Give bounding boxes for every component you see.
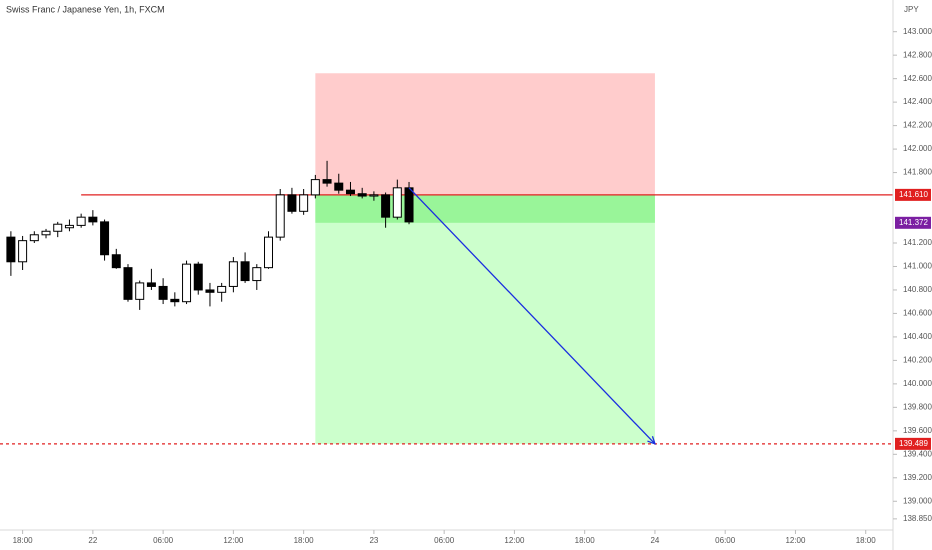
candle-body xyxy=(111,254,121,269)
candle-body xyxy=(357,193,367,197)
y-tick-label: 140.800 xyxy=(903,285,932,294)
y-tick-label: 140.600 xyxy=(903,309,932,318)
stop-zone xyxy=(315,73,655,195)
y-tick-label: 143.000 xyxy=(903,27,932,36)
y-tick-label: 142.400 xyxy=(903,97,932,106)
x-tick-label: 18:00 xyxy=(856,536,877,545)
candle-body xyxy=(310,179,320,196)
candle-body xyxy=(135,282,145,300)
x-tick-label: 18:00 xyxy=(13,536,34,545)
candle-body xyxy=(205,289,215,293)
candle-body xyxy=(18,240,28,263)
y-tick-label: 142.800 xyxy=(903,50,932,59)
candle-body xyxy=(6,236,16,263)
candle-body xyxy=(170,298,180,303)
candle-body xyxy=(64,224,74,229)
x-tick-label: 12:00 xyxy=(504,536,525,545)
x-tick-label: 18:00 xyxy=(294,536,315,545)
candle-body xyxy=(53,223,63,232)
y-tick-label: 139.200 xyxy=(903,473,932,482)
y-tick-label: 139.600 xyxy=(903,426,932,435)
currency-label: JPY xyxy=(904,5,919,14)
x-tick-label: 06:00 xyxy=(434,536,455,545)
candle-body xyxy=(404,187,414,223)
candle-body xyxy=(228,261,238,287)
target-zone xyxy=(315,194,655,444)
plot-area xyxy=(0,73,893,445)
x-tick-label: 23 xyxy=(369,536,378,545)
candle-body xyxy=(29,234,39,242)
y-tick-label: 140.200 xyxy=(903,356,932,365)
x-tick-label: 12:00 xyxy=(223,536,244,545)
candle-body xyxy=(264,236,274,269)
candle-body xyxy=(345,189,355,195)
chart-title: Swiss Franc / Japanese Yen, 1h, FXCM xyxy=(6,4,165,14)
y-tick-label: 141.800 xyxy=(903,168,932,177)
candle-body xyxy=(193,263,203,291)
y-tick-label: 142.200 xyxy=(903,121,932,130)
y-tick-label: 141.200 xyxy=(903,238,932,247)
price-label: 141.610 xyxy=(899,190,928,199)
last-price-box xyxy=(895,216,931,229)
candle-body xyxy=(100,221,110,256)
arrow-head xyxy=(647,436,656,445)
price-label-box xyxy=(895,437,931,450)
candle-body xyxy=(146,282,156,287)
y-tick-label: 140.400 xyxy=(903,332,932,341)
x-tick-label: 18:00 xyxy=(575,536,596,545)
candle-body xyxy=(88,216,98,223)
price-label-box xyxy=(895,188,931,201)
candle-body xyxy=(381,194,391,218)
last-price-label: 141.372 xyxy=(899,218,928,227)
candle-body xyxy=(334,182,344,191)
candle-body xyxy=(252,267,262,282)
candle-body xyxy=(217,285,227,293)
x-tick-label: 24 xyxy=(650,536,659,545)
candle-body xyxy=(322,179,332,184)
candle-body xyxy=(299,194,309,212)
candle-body xyxy=(392,187,402,218)
candle-body xyxy=(275,194,285,238)
candle-body xyxy=(158,285,168,300)
y-tick-label: 140.000 xyxy=(903,379,932,388)
y-tick-label: 138.850 xyxy=(903,514,932,523)
price-label: 139.489 xyxy=(899,439,928,448)
x-tick-label: 22 xyxy=(88,536,97,545)
x-tick-label: 12:00 xyxy=(785,536,806,545)
candle-body xyxy=(41,230,51,236)
y-tick-label: 139.000 xyxy=(903,496,932,505)
candle-body xyxy=(182,263,192,303)
y-tick-label: 139.400 xyxy=(903,449,932,458)
arrow-line xyxy=(408,187,656,445)
candle-body xyxy=(76,216,86,226)
y-tick-label: 139.800 xyxy=(903,402,932,411)
candle-body xyxy=(369,194,379,197)
filled-zone xyxy=(315,194,655,223)
candle-body xyxy=(240,261,250,282)
y-tick-label: 142.600 xyxy=(903,74,932,83)
x-tick-label: 06:00 xyxy=(153,536,174,545)
y-tick-label: 142.000 xyxy=(903,144,932,153)
x-tick-label: 06:00 xyxy=(715,536,736,545)
candle-body xyxy=(123,267,133,300)
y-tick-label: 141.000 xyxy=(903,262,932,271)
candle-body xyxy=(287,194,297,212)
